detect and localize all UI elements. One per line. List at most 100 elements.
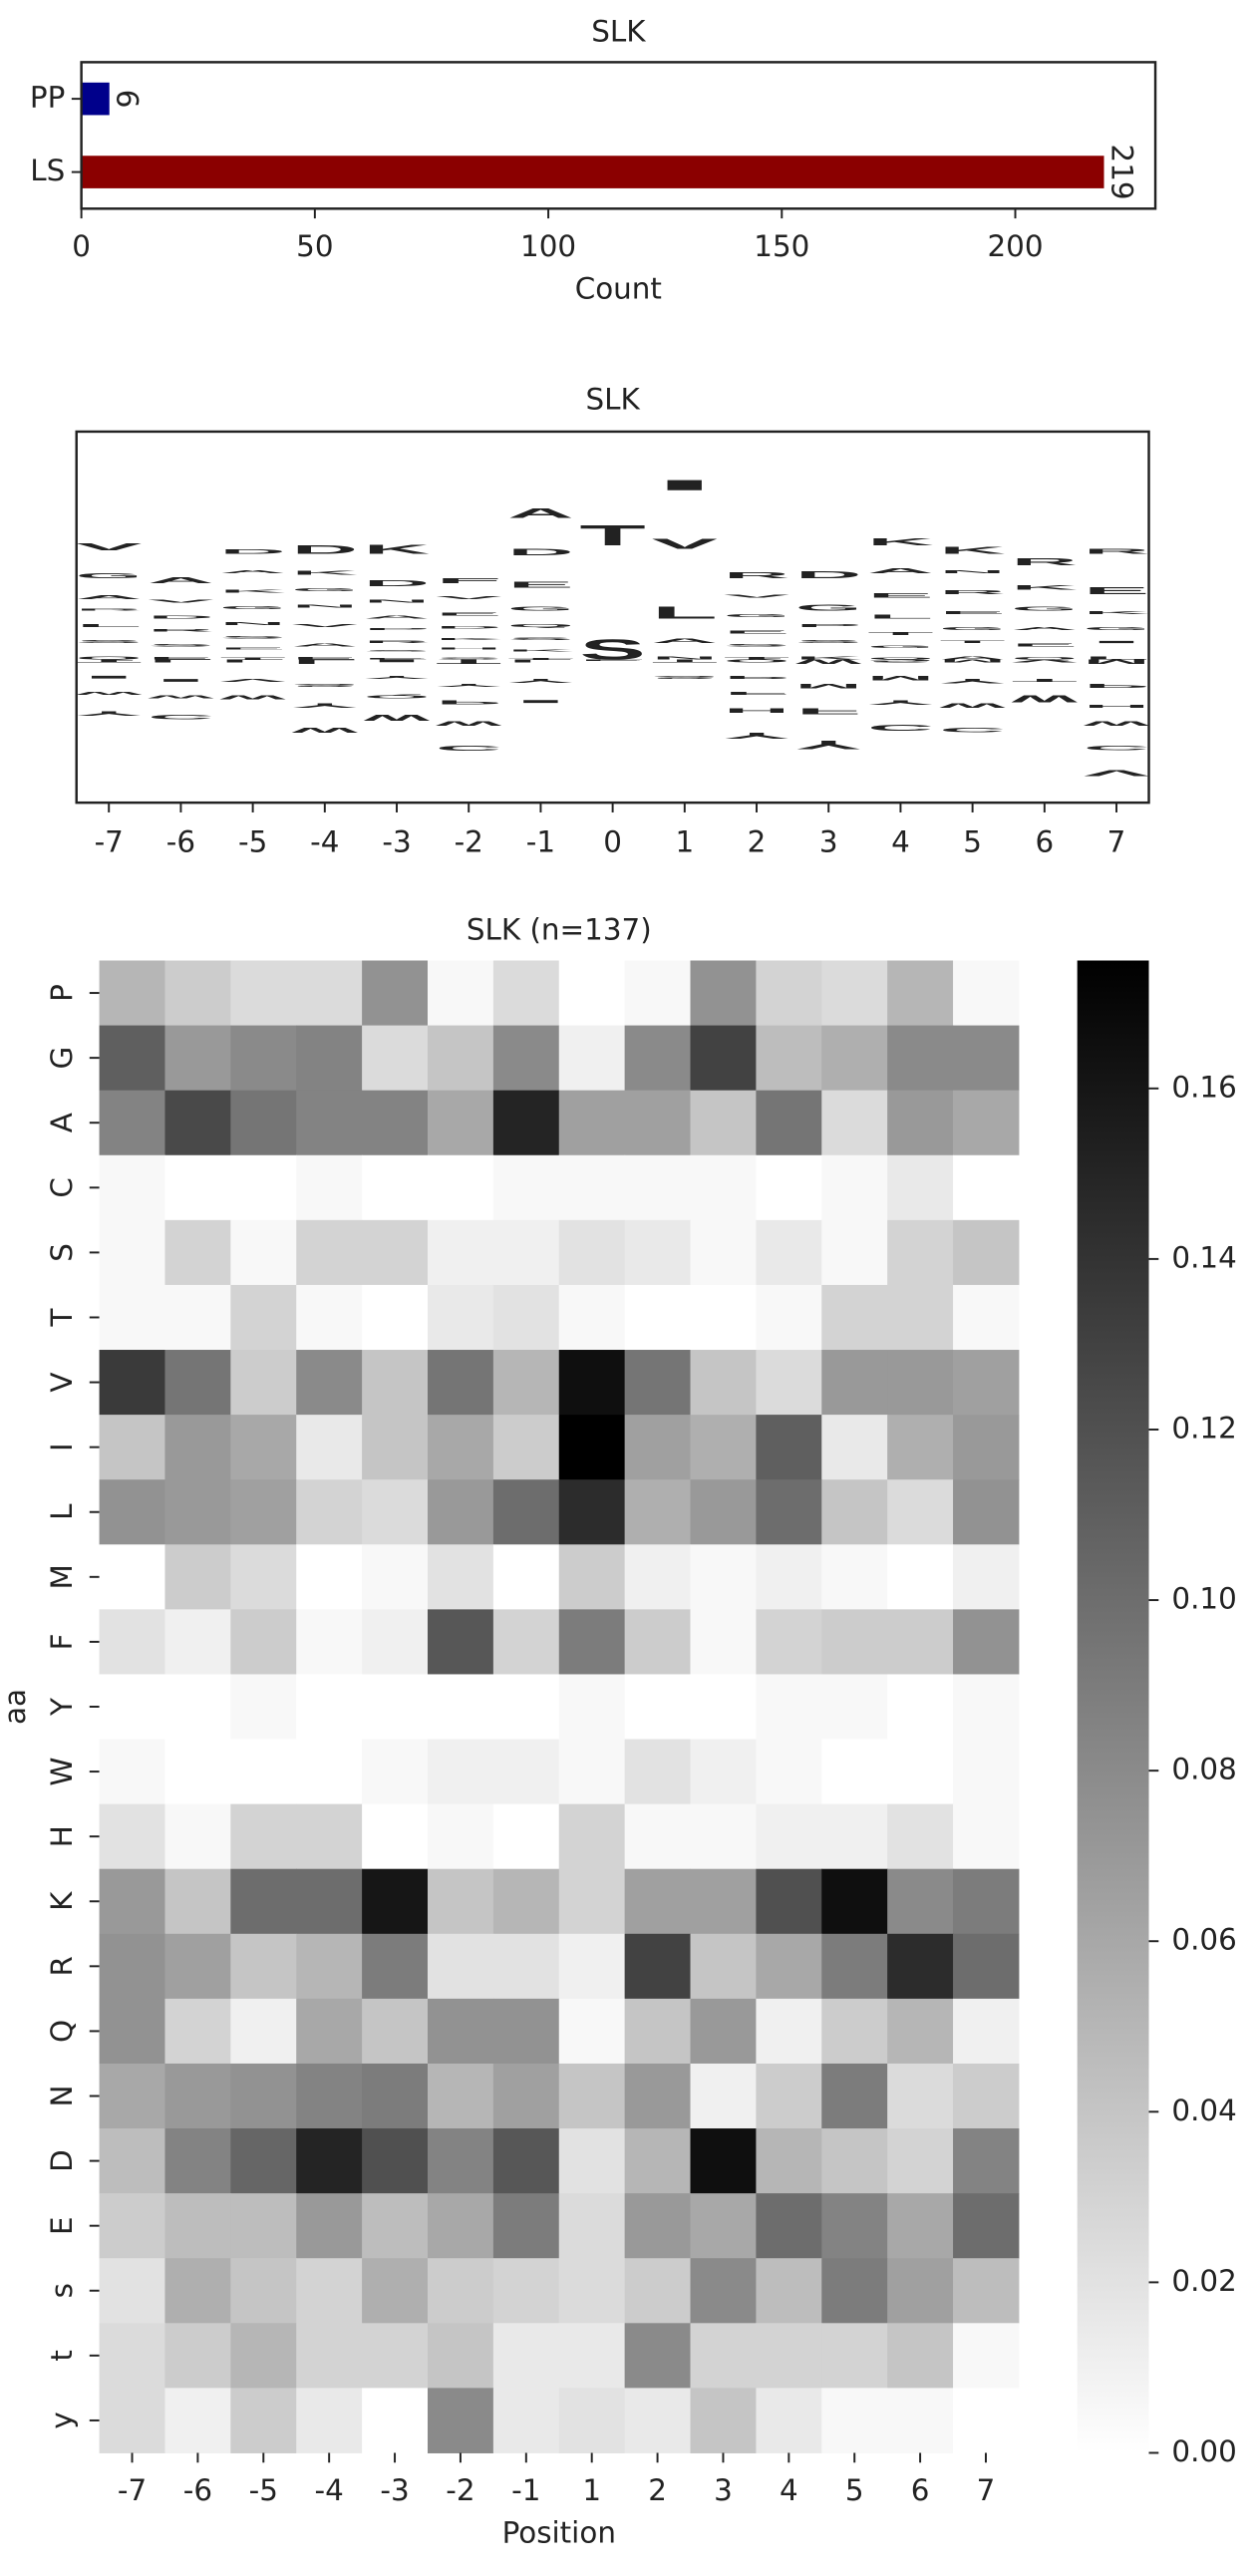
logo-letter: C <box>939 726 1008 733</box>
heatmap-cell <box>230 960 297 1027</box>
y-tick-label: P <box>45 984 79 1002</box>
heatmap-cell <box>99 1998 165 2065</box>
heatmap-cell <box>99 1479 165 1545</box>
heatmap-cell <box>296 1998 363 2065</box>
heatmap-cell <box>624 2388 692 2453</box>
logo-letter: T <box>507 658 576 660</box>
heatmap-cell <box>164 1350 231 1416</box>
heatmap-cell <box>558 2388 626 2453</box>
heatmap-cell <box>362 1739 429 1805</box>
y-tick-label: W <box>45 1758 79 1786</box>
logo-letter: Q <box>867 657 933 660</box>
heatmap-cell <box>821 2323 888 2389</box>
heatmap-cell <box>99 1739 165 1805</box>
value-label: 6 <box>111 90 145 109</box>
y-tick-label: M <box>45 1564 79 1589</box>
heatmap-cell <box>756 1154 822 1221</box>
heatmap-cell <box>362 960 429 1027</box>
heatmap-cell <box>296 2128 363 2194</box>
plot-frame <box>80 61 1157 210</box>
heatmap-cell <box>296 1739 363 1805</box>
y-tick-label: t <box>45 2350 79 2362</box>
x-tick-label: 2 <box>748 824 767 858</box>
logo-letter: S <box>867 658 936 663</box>
heatmap-cell <box>690 1544 757 1610</box>
heatmap-cell <box>230 1739 297 1805</box>
y-tick-label: T <box>45 1307 79 1327</box>
heatmap-cell <box>492 2258 560 2324</box>
x-tick-label: 3 <box>714 2473 733 2507</box>
heatmap-cell <box>99 2128 165 2194</box>
x-tick-label: 0 <box>603 824 622 858</box>
heatmap-cell <box>558 1739 626 1805</box>
logo-letter: Q <box>76 656 142 661</box>
heatmap-cell <box>821 2193 888 2259</box>
colorbar-tick-label: 0.00 <box>1171 2434 1236 2468</box>
heatmap-cell <box>690 1479 757 1545</box>
heatmap-cell <box>821 2388 888 2453</box>
y-tick-label: Y <box>45 1698 79 1717</box>
heatmap-cell <box>558 1868 626 1935</box>
colorbar-tick-label: 0.14 <box>1171 1240 1236 1274</box>
heatmap-cell <box>624 1415 692 1480</box>
heatmap-cell <box>821 2128 888 2194</box>
heatmap-cell <box>296 1154 363 1221</box>
y-tick-label: s <box>45 2283 79 2298</box>
logo-letter: P <box>795 623 864 628</box>
logo-letter: A <box>507 506 573 521</box>
heatmap-cell <box>427 1154 494 1221</box>
logo-letter: E <box>1012 643 1081 648</box>
heatmap-cell <box>362 1025 429 1092</box>
heatmap-cell <box>427 1284 494 1351</box>
logo-letter: A <box>939 656 1005 661</box>
bar <box>81 156 1104 188</box>
chart-title: SLK <box>585 382 640 416</box>
logo-letter: S <box>507 637 573 641</box>
heatmap-cell <box>492 1609 560 1675</box>
logo-letter: R <box>939 590 1008 596</box>
logo-letter: H <box>724 707 789 714</box>
y-tick-label: PP <box>30 81 65 115</box>
heatmap-cell <box>953 1933 1020 2000</box>
heatmap-cell <box>756 1415 822 1480</box>
logo-letter: D <box>148 615 213 620</box>
logo-letter: T <box>867 632 935 637</box>
x-tick-label: 1 <box>582 2473 601 2507</box>
heatmap-cell <box>756 2193 822 2259</box>
heatmap-cell <box>624 1025 692 1092</box>
logo-letter: W <box>76 691 144 696</box>
logo-letter: G <box>292 588 358 593</box>
heatmap-cell <box>690 1998 757 2065</box>
heatmap-cell <box>887 1025 954 1092</box>
logo-letter: N <box>939 569 1005 574</box>
x-tick-label: -4 <box>315 2473 344 2507</box>
heatmap-cell <box>887 2193 954 2259</box>
heatmap-cell <box>164 1219 231 1286</box>
heatmap-cell <box>427 1998 494 2065</box>
heatmap-cell <box>296 1350 363 1416</box>
heatmap-cell <box>99 1219 165 1286</box>
x-tick-label: -2 <box>446 2473 474 2507</box>
logo-letter: A <box>1012 626 1082 631</box>
logo-letter: S <box>652 674 721 679</box>
heatmap-cell <box>362 2258 429 2324</box>
heatmap-cell <box>492 1998 560 2065</box>
logo-letter: G <box>867 645 933 649</box>
logo-letter: A <box>652 638 721 645</box>
heatmap-cell <box>953 960 1020 1027</box>
logo-letter: N <box>652 656 718 661</box>
logo-letter: A <box>867 567 935 575</box>
heatmap-cell <box>427 1933 494 2000</box>
heatmap-cell <box>558 1998 626 2065</box>
x-tick-label: -6 <box>166 824 195 858</box>
logo-letter: N <box>292 604 358 609</box>
heatmap-cell <box>690 1803 757 1870</box>
heatmap-cell <box>362 2063 429 2129</box>
logo-letter: E <box>436 612 504 617</box>
logo-letter: N <box>219 622 285 627</box>
heatmap-cell <box>558 1674 626 1741</box>
heatmap-cell <box>362 2128 429 2194</box>
logo-letter: V <box>436 596 504 601</box>
logo-letter: K <box>795 656 865 661</box>
logo-letter: A <box>148 576 213 585</box>
